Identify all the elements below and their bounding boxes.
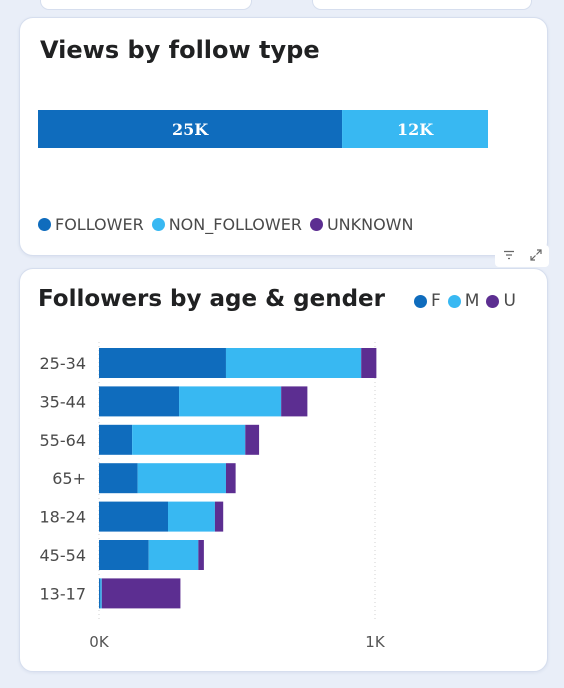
legend-item-non-follower[interactable]: NON_FOLLOWER — [151, 215, 302, 234]
legend-item-f[interactable]: F — [414, 291, 441, 311]
y-tick-label: 13-17 — [40, 584, 87, 603]
bar-segment-f — [99, 501, 168, 532]
bar-segment-f — [99, 463, 138, 494]
chart-title: Followers by age & gender — [38, 286, 385, 312]
bar-segment-u — [198, 540, 204, 570]
expand-icon[interactable] — [529, 249, 542, 263]
followers-by-age-gender-chart[interactable]: 25-34 35-44 55-64 65+ 18-24 45-54 13-17 0K 1K — [20, 269, 547, 671]
legend-item-unknown[interactable]: UNKNOWN — [309, 215, 414, 234]
bar-segment-m — [148, 540, 199, 570]
y-tick-label: 65+ — [52, 469, 86, 488]
bar-segment-f — [99, 578, 101, 609]
bar-segment-u — [281, 386, 308, 417]
chart-legend: F M U — [414, 291, 523, 311]
visual-toolbar — [495, 245, 549, 267]
legend-item-m[interactable]: M — [447, 291, 480, 311]
bar-segment-m — [100, 578, 102, 609]
chart-title: Views by follow type — [40, 36, 320, 64]
x-tick-label: 1K — [365, 633, 386, 651]
bar-segment-m — [225, 348, 362, 378]
bar-segment-f — [99, 424, 133, 455]
legend-label: FOLLOWER — [55, 215, 144, 234]
followers-by-age-gender-card[interactable]: Followers by age & gender F M U 25-34 35-… — [19, 268, 548, 672]
y-tick-label: 25-34 — [40, 354, 87, 373]
y-tick-label: 35-44 — [40, 392, 87, 411]
legend-label: U — [503, 291, 516, 311]
legend-swatch — [486, 294, 500, 308]
bar-segment-u — [101, 578, 181, 609]
legend-item-follower[interactable]: FOLLOWER — [38, 215, 144, 234]
bar-segment-follower — [38, 110, 343, 148]
bar-segment-u — [214, 501, 224, 532]
bar-segment-m — [168, 501, 215, 532]
x-tick-label: 0K — [89, 633, 110, 651]
views-by-follow-type-chart[interactable]: 25K 12K — [20, 18, 547, 188]
bar-segment-u — [361, 348, 377, 378]
views-by-follow-type-card[interactable]: Views by follow type 25K 12K FOLLOWER NON… — [19, 17, 548, 256]
previous-card-edge — [312, 0, 532, 10]
data-label: 25K — [172, 120, 209, 139]
bar-segment-m — [137, 463, 226, 494]
chart-legend: FOLLOWER NON_FOLLOWER UNKNOWN — [38, 215, 421, 234]
bar-segment-f — [99, 386, 180, 417]
y-tick-label: 45-54 — [40, 546, 87, 565]
bar-segment-u — [245, 424, 260, 455]
bar-segment-f — [99, 540, 149, 570]
legend-label: F — [431, 291, 441, 311]
previous-card-edge — [40, 0, 252, 10]
legend-swatch — [309, 218, 323, 231]
y-tick-label: 55-64 — [40, 431, 87, 450]
legend-label: M — [464, 291, 480, 311]
filter-icon[interactable] — [503, 250, 515, 262]
bar-segment-m — [132, 424, 246, 455]
legend-swatch — [38, 218, 51, 231]
bar-segment-m — [179, 386, 282, 417]
y-tick-label: 18-24 — [40, 508, 87, 527]
legend-swatch — [151, 218, 165, 231]
legend-swatch — [447, 294, 461, 308]
bar-segment-u — [225, 463, 236, 494]
legend-label: NON_FOLLOWER — [168, 215, 302, 234]
legend-label: UNKNOWN — [326, 215, 414, 234]
bar-segment-non-follower — [342, 110, 488, 148]
legend-swatch — [414, 294, 427, 308]
legend-item-u[interactable]: U — [486, 291, 516, 311]
bar-segment-f — [99, 348, 226, 378]
data-label: 12K — [397, 120, 434, 139]
